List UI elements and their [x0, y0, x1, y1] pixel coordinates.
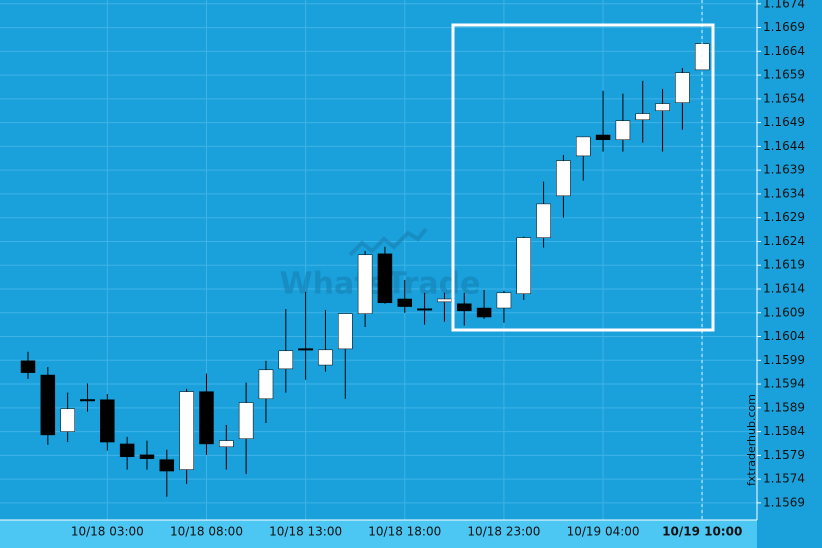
x-tick-label: 10/18 23:00	[467, 525, 540, 539]
candle-body	[159, 459, 175, 472]
y-tick-label: 1.1599	[763, 353, 805, 367]
y-tick-label: 1.1659	[763, 68, 805, 82]
y-tick-label: 1.1594	[763, 377, 805, 391]
candle-body	[338, 313, 353, 350]
candle-body	[457, 303, 472, 312]
candle-body	[397, 298, 413, 307]
candle-body	[20, 360, 36, 373]
y-tick-label: 1.1629	[763, 210, 805, 224]
candle-body	[258, 369, 274, 400]
candle-body	[377, 253, 393, 304]
y-tick-label: 1.1579	[763, 448, 805, 462]
y-tick-label: 1.1669	[763, 20, 805, 34]
x-tick-label: 10/18 18:00	[368, 525, 441, 539]
y-tick-label: 1.1624	[763, 234, 805, 248]
candle-body	[79, 399, 95, 402]
candle-body	[675, 72, 690, 103]
candle-body	[575, 136, 591, 157]
candle-body	[298, 348, 314, 351]
candle-body	[635, 113, 650, 121]
candle-body	[556, 160, 571, 197]
candles	[20, 43, 710, 497]
candle-body	[100, 399, 115, 443]
candle-body	[60, 408, 75, 432]
y-tick-label: 1.1674	[763, 0, 805, 10]
candle-body	[139, 454, 155, 459]
y-tick-label: 1.1619	[763, 258, 805, 272]
candle-body	[278, 350, 294, 370]
candle-body	[119, 443, 135, 458]
y-tick-label: 1.1664	[763, 44, 805, 58]
x-tick-label: 10/18 13:00	[269, 525, 342, 539]
candle-body	[219, 440, 234, 448]
y-tick-label: 1.1574	[763, 472, 805, 486]
candle-body	[536, 203, 551, 238]
y-tick-label: 1.1609	[763, 305, 805, 319]
x-tick-label: 10/18 08:00	[170, 525, 243, 539]
candle-body	[655, 103, 670, 111]
candle-body	[179, 391, 194, 470]
y-tick-label: 1.1634	[763, 186, 805, 200]
y-tick-label: 1.1584	[763, 424, 805, 438]
watermark-logo	[348, 227, 428, 257]
y-tick-label: 1.1644	[763, 139, 805, 153]
x-tick-label: 10/19 10:00	[662, 525, 742, 539]
candle-body	[595, 134, 611, 140]
y-tick-label: 1.1569	[763, 495, 805, 509]
y-tick-label: 1.1649	[763, 115, 805, 129]
y-tick-label: 1.1589	[763, 400, 805, 414]
x-tick-label: 10/18 03:00	[71, 525, 144, 539]
highlight-box	[451, 23, 715, 332]
candle-body	[40, 374, 56, 436]
candle-body	[357, 254, 373, 314]
x-tick-label: 10/19 04:00	[567, 525, 640, 539]
y-tick-label: 1.1654	[763, 91, 805, 105]
y-tick-label: 1.1639	[763, 163, 805, 177]
candle-body	[238, 402, 254, 439]
candle-body	[496, 292, 512, 309]
candle-body	[516, 237, 531, 294]
source-text: fxtraderhub.com	[745, 394, 758, 486]
candle-body	[615, 120, 631, 140]
y-tick-label: 1.1614	[763, 281, 805, 295]
candle-body	[199, 391, 214, 445]
candle-body	[318, 349, 333, 366]
candle-body	[437, 298, 452, 303]
x-axis-band	[0, 520, 757, 548]
candle-body	[476, 307, 492, 318]
candle-body	[417, 308, 433, 311]
y-tick-label: 1.1604	[763, 329, 805, 343]
